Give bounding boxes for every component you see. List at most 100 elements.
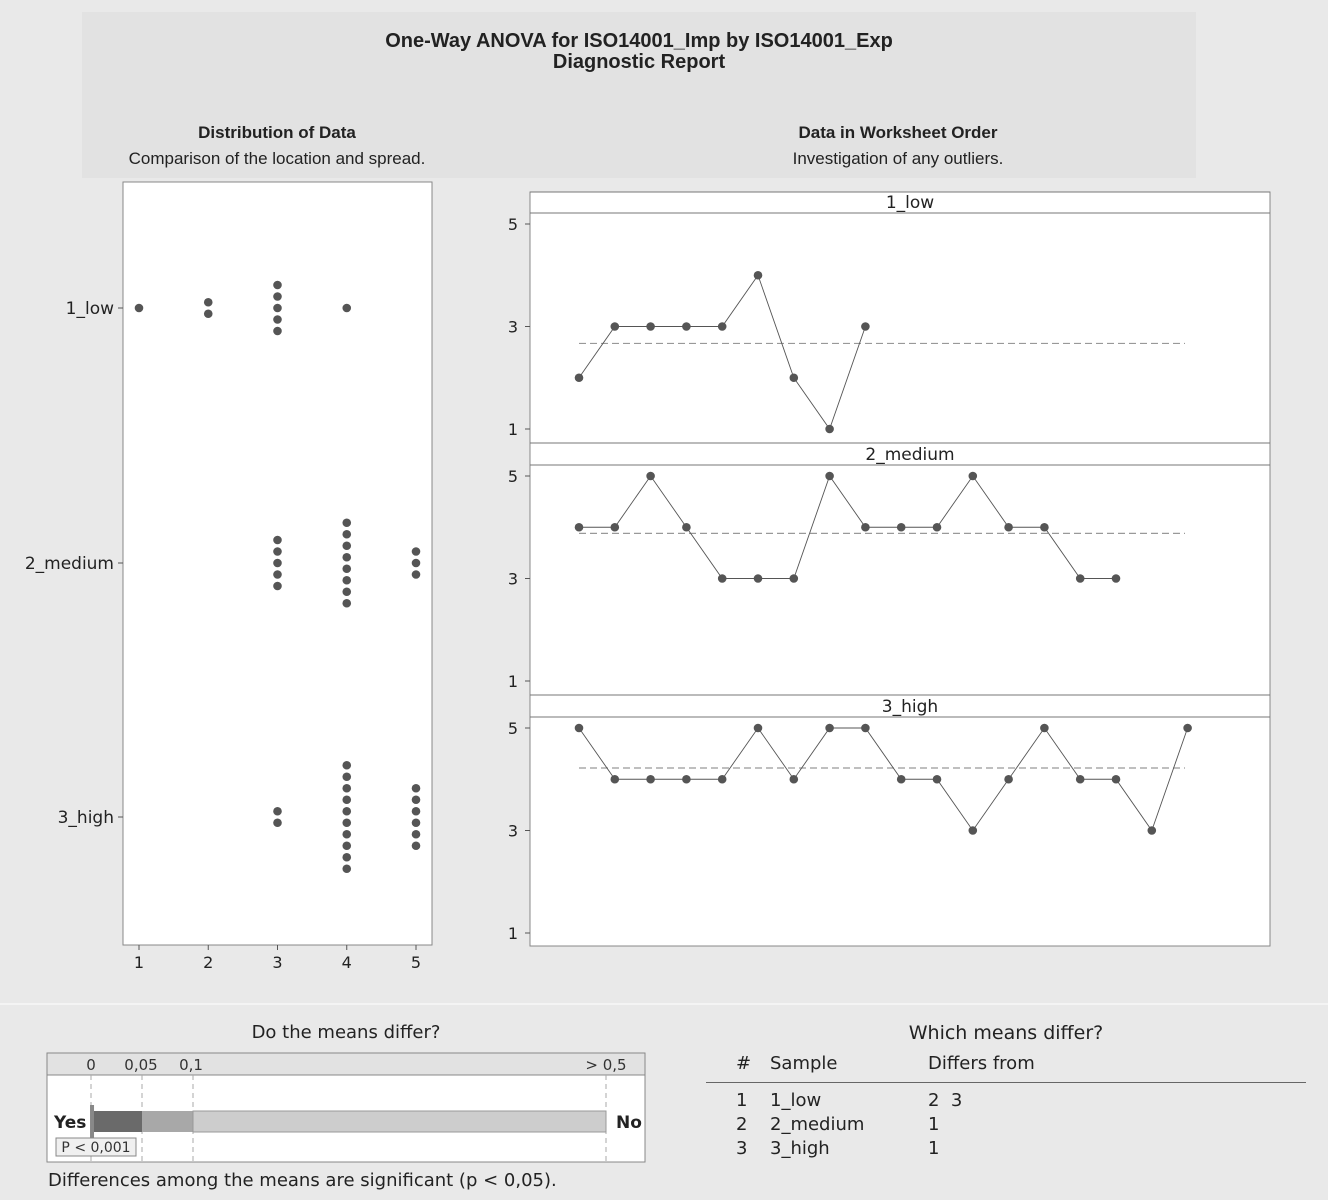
x-tick-label: 1 <box>134 953 144 972</box>
data-point <box>789 774 799 784</box>
data-point <box>646 322 655 331</box>
scale-label: > 0,5 <box>585 1056 626 1074</box>
data-point <box>610 522 620 532</box>
data-point <box>273 280 282 290</box>
data-point <box>203 297 213 307</box>
data-point <box>342 303 352 313</box>
data-point <box>411 795 421 805</box>
data-point <box>610 322 620 331</box>
report-title: One-Way ANOVA for ISO14001_Imp by ISO140… <box>385 30 893 52</box>
data-point <box>411 570 421 579</box>
data-point <box>342 829 352 839</box>
data-point <box>342 552 352 562</box>
bar-yes-region <box>91 1111 142 1132</box>
report-subtitle: Diagnostic Report <box>552 51 726 73</box>
distribution-subtitle: Comparison of the location and spread. <box>128 149 426 168</box>
y-tick-label: 1 <box>508 924 518 943</box>
data-point <box>1111 774 1121 784</box>
p-scale-header <box>46 1052 646 1076</box>
scale-label: 0,1 <box>179 1056 203 1074</box>
panel-label: 3_high <box>882 697 938 717</box>
data-point <box>1183 723 1192 733</box>
row-2-num: 2 <box>736 1114 748 1135</box>
row-1-sample: 1_low <box>770 1090 822 1111</box>
y-tick-label: 1 <box>508 420 518 439</box>
data-point <box>273 303 282 313</box>
y-tick-label: 3 <box>508 822 518 841</box>
data-point <box>682 522 691 532</box>
data-point <box>342 852 352 862</box>
data-point <box>342 564 352 574</box>
data-point <box>646 471 655 481</box>
worksheet-plot-area <box>529 191 1271 947</box>
data-point <box>896 774 906 784</box>
x-tick-label: 5 <box>411 953 421 972</box>
row-3-differs: 1 <box>928 1138 940 1159</box>
data-point <box>574 723 584 733</box>
data-point <box>717 774 727 784</box>
header-sample: Sample <box>770 1053 838 1074</box>
data-point <box>753 723 763 733</box>
section-divider <box>0 1003 1328 1005</box>
data-point <box>273 581 282 591</box>
worksheet-subtitle: Investigation of any outliers. <box>792 149 1004 168</box>
data-point <box>1040 723 1049 733</box>
data-point <box>273 806 282 816</box>
data-point <box>753 270 763 280</box>
data-point <box>273 547 282 556</box>
report-header <box>82 12 1196 178</box>
row-3-sample: 3_high <box>770 1138 830 1159</box>
group-label: 3_high <box>58 808 114 828</box>
worksheet-title: Data in Worksheet Order <box>798 123 998 142</box>
y-tick-label: 5 <box>508 467 518 486</box>
x-tick-label: 4 <box>342 953 352 972</box>
bar-mid-region <box>142 1111 193 1132</box>
data-point <box>411 829 421 839</box>
data-point <box>411 547 421 556</box>
yes-label: Yes <box>53 1113 86 1133</box>
scale-label: 0,05 <box>124 1056 157 1074</box>
conclusion-text: Differences among the means are signific… <box>48 1170 557 1191</box>
data-point <box>610 774 620 784</box>
y-tick-label: 5 <box>508 215 518 234</box>
y-tick-label: 3 <box>508 570 518 589</box>
data-point <box>273 326 282 336</box>
row-3-num: 3 <box>736 1138 748 1159</box>
data-point <box>753 574 763 583</box>
data-point <box>825 424 834 434</box>
data-point <box>968 471 978 481</box>
panel-label: 1_low <box>886 193 934 213</box>
data-point <box>1004 774 1013 784</box>
data-point <box>861 522 870 532</box>
row-2-differs: 1 <box>928 1114 940 1135</box>
p-label: P < 0,001 <box>61 1140 130 1156</box>
data-point <box>825 471 834 481</box>
data-point <box>574 373 584 383</box>
data-point <box>717 574 727 583</box>
data-point <box>682 322 691 331</box>
data-point <box>273 558 282 568</box>
data-point <box>342 541 352 551</box>
group-label: 2_medium <box>25 554 114 574</box>
data-point <box>342 772 352 782</box>
data-point <box>789 574 799 583</box>
data-point <box>342 518 352 528</box>
data-point <box>789 373 799 383</box>
p-value-scale: 0 0,05 0,1 > 0,5 Yes No P < 0,001 <box>46 1052 646 1163</box>
data-point <box>682 774 691 784</box>
series-line <box>578 727 1189 832</box>
data-point <box>342 529 352 539</box>
data-point <box>342 818 352 828</box>
series-line <box>579 475 1116 579</box>
data-point <box>825 723 834 733</box>
data-point <box>411 783 421 793</box>
data-point <box>203 309 213 319</box>
data-point <box>411 841 421 851</box>
data-point <box>932 522 942 532</box>
data-point <box>574 522 584 532</box>
data-point <box>932 774 942 784</box>
row-1-num: 1 <box>736 1090 748 1111</box>
data-point <box>273 315 282 324</box>
data-point <box>1147 826 1157 835</box>
x-tick-label: 2 <box>203 953 213 972</box>
